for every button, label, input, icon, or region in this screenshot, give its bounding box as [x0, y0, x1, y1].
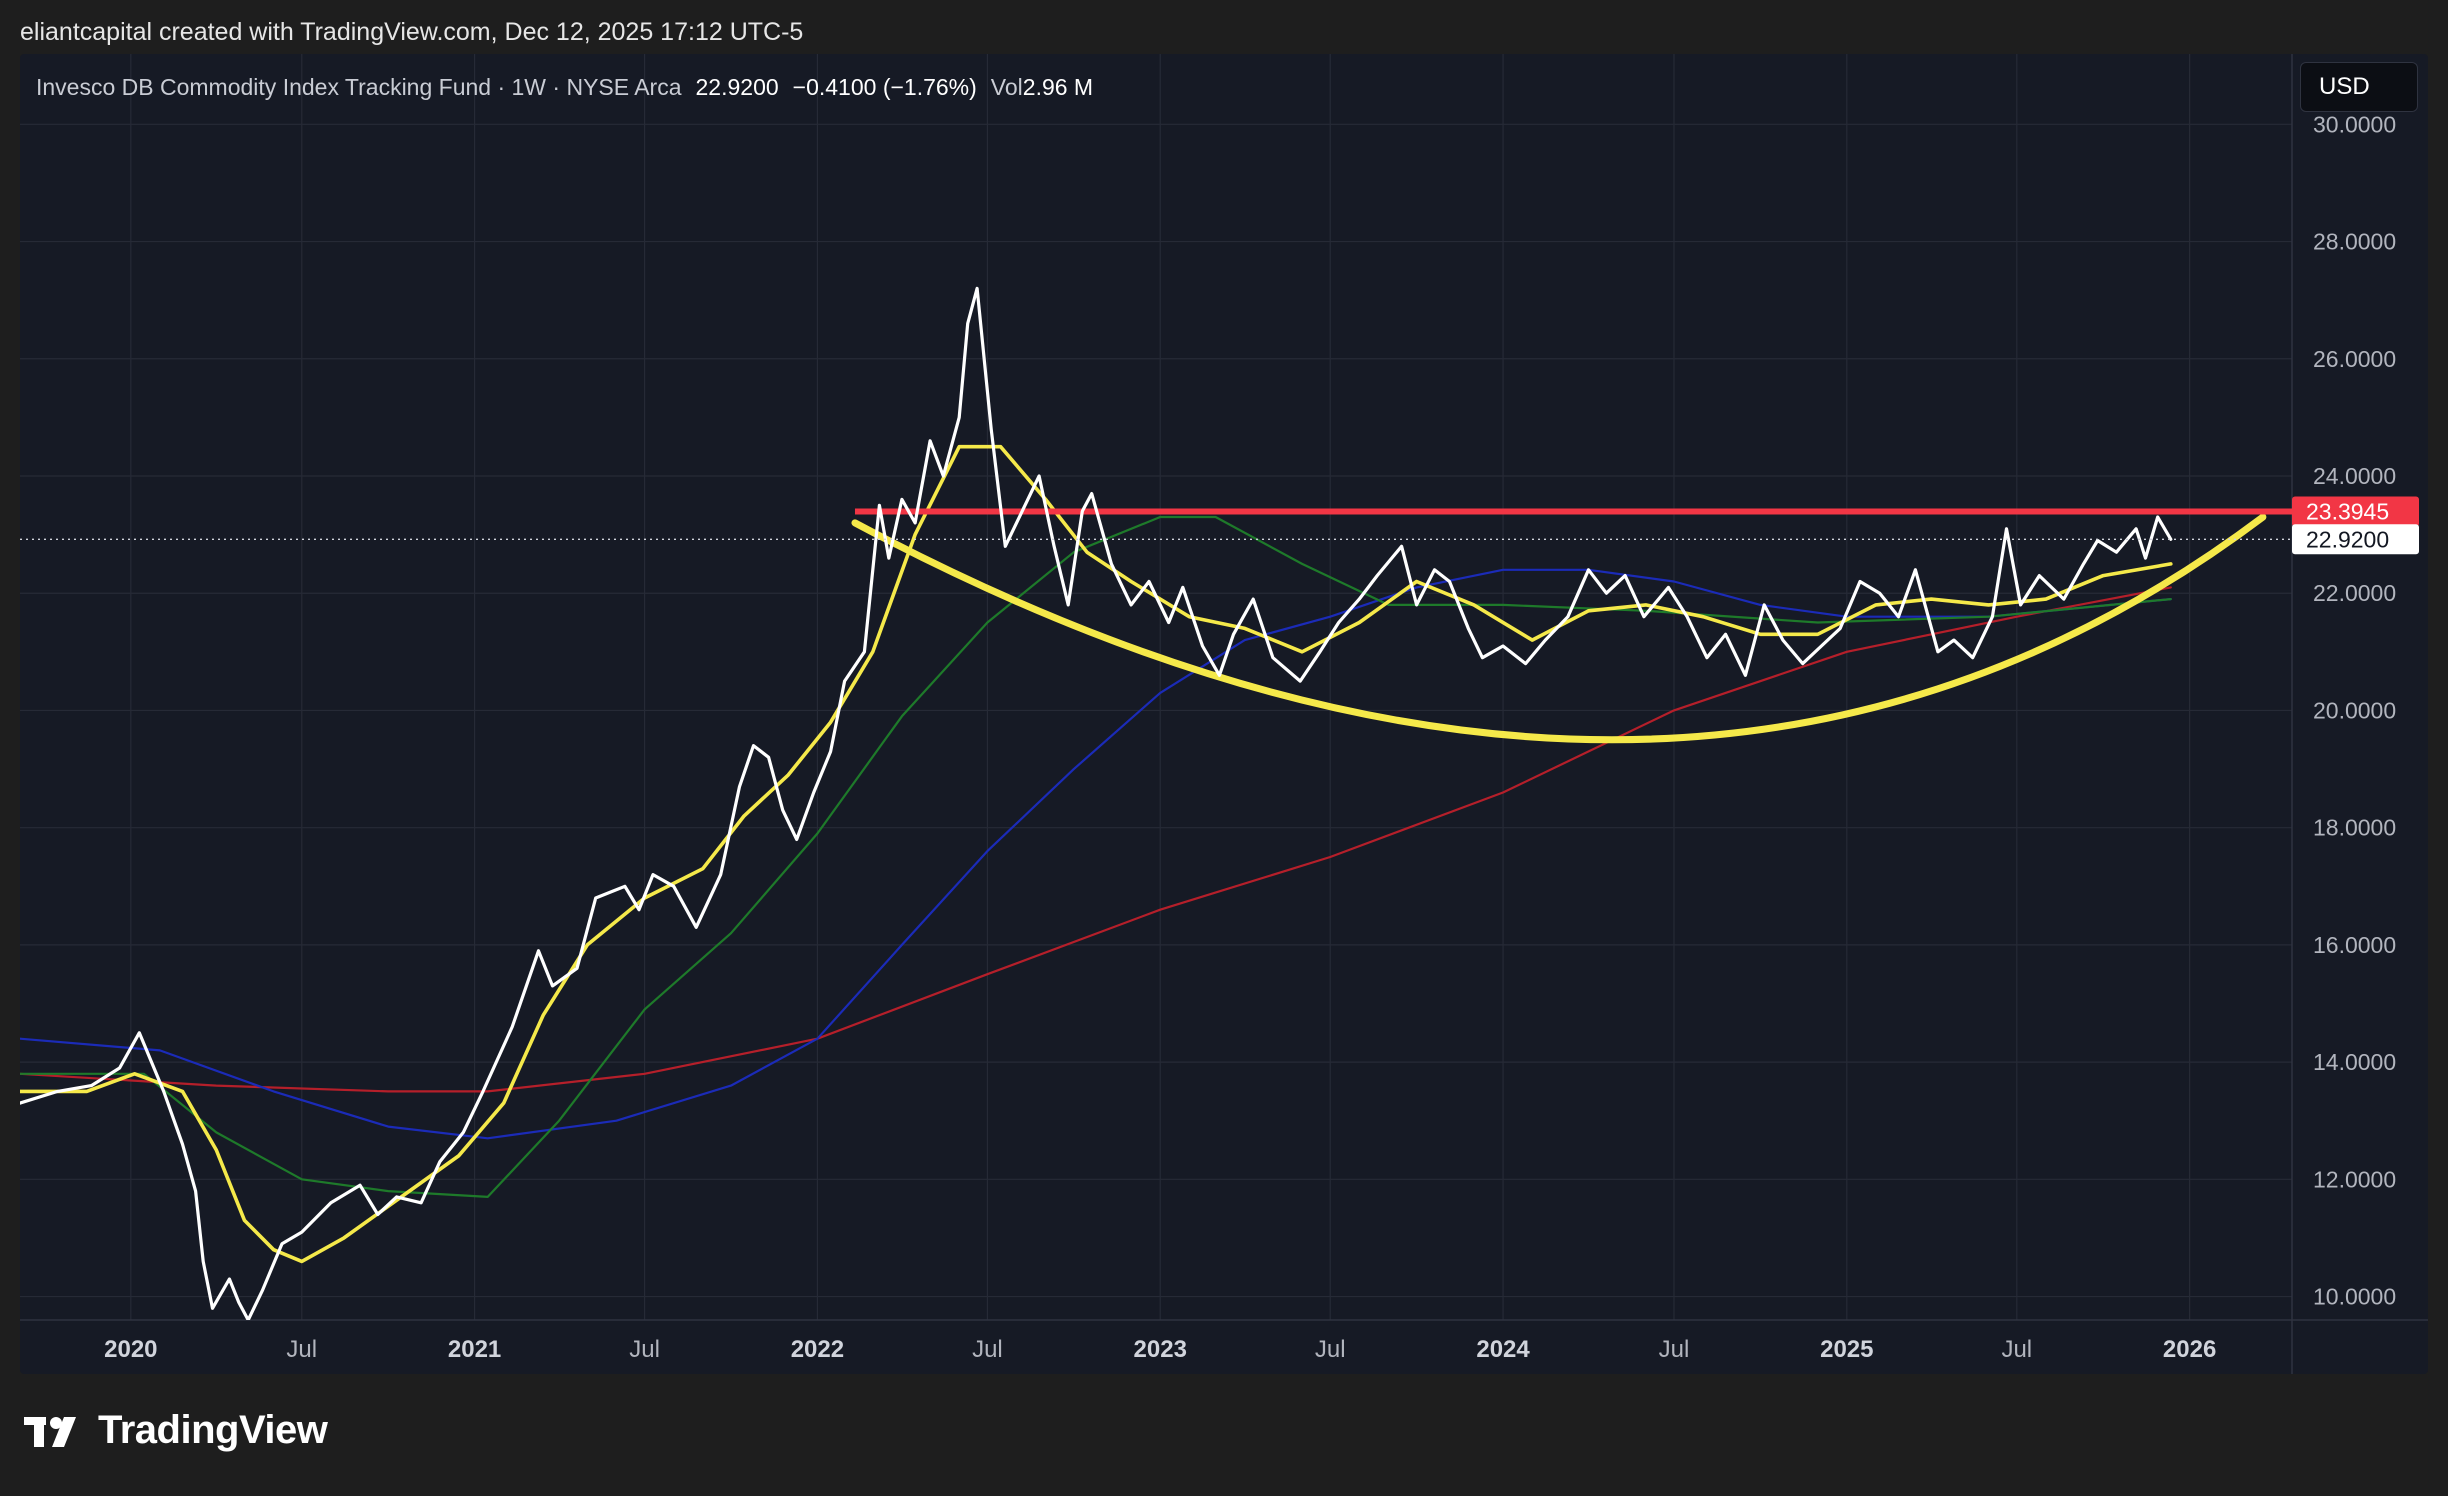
- y-tick-label-4: 18.0000: [2313, 815, 2396, 841]
- x-tick-label-9: Jul: [1659, 1336, 1690, 1363]
- y-tick-label-1: 12.0000: [2313, 1166, 2396, 1192]
- x-tick-label-8: 2024: [1476, 1336, 1530, 1363]
- series-line-ma-slow: [20, 568, 2172, 1140]
- volume-readout: Vol2.96 M: [991, 74, 1093, 100]
- y-tick-label-7: 24.0000: [2313, 463, 2396, 489]
- rounding-bottom-arc: [851, 513, 2267, 744]
- currency-button[interactable]: USD: [2300, 62, 2418, 112]
- x-tick-label-3: Jul: [629, 1336, 660, 1363]
- x-tick-label-5: Jul: [972, 1336, 1003, 1363]
- y-tick-label-3: 16.0000: [2313, 932, 2396, 958]
- x-tick-label-12: 2026: [2163, 1336, 2216, 1363]
- symbol-legend: Invesco DB Commodity Index Tracking Fund…: [36, 74, 1093, 101]
- series-line-ma-long: [20, 586, 2172, 1093]
- resistance-price-tag-bg: [2292, 496, 2419, 527]
- x-tick-label-6: 2023: [1134, 1336, 1187, 1363]
- x-tick-label-11: Jul: [2001, 1336, 2032, 1363]
- y-tick-label-6: 22.0000: [2313, 580, 2396, 606]
- x-tick-label-2: 2021: [448, 1336, 501, 1363]
- x-tick-label-0: 2020: [104, 1336, 157, 1363]
- y-tick-label-8: 26.0000: [2313, 346, 2396, 372]
- volume-label: Vol: [990, 74, 1023, 100]
- last-price: 22.9200: [695, 74, 779, 100]
- volume-value: 2.96 M: [1022, 74, 1094, 100]
- y-tick-label-0: 10.0000: [2313, 1284, 2396, 1310]
- x-tick-label-1: Jul: [286, 1336, 317, 1363]
- y-tick-label-9: 28.0000: [2313, 229, 2396, 255]
- last-price-tag-bg: [2292, 524, 2419, 555]
- series-line-ma-mid: [20, 515, 2172, 1198]
- y-tick-label-2: 14.0000: [2313, 1049, 2396, 1075]
- x-tick-label-4: 2022: [791, 1336, 844, 1363]
- tradingview-mark-icon: [24, 1416, 76, 1447]
- chart-caption: eliantcapital created with TradingView.c…: [20, 18, 804, 46]
- brand-name: TradingView: [98, 1408, 328, 1452]
- chart-panel[interactable]: [20, 54, 2428, 1374]
- series-line-price: [20, 286, 2173, 1320]
- price-change: −0.4100 (−1.76%): [792, 74, 977, 100]
- last-price-tag: 22.9200: [2306, 526, 2389, 552]
- y-tick-label-5: 20.0000: [2313, 697, 2396, 723]
- x-tick-label-7: Jul: [1315, 1336, 1346, 1363]
- resistance-price-tag: 23.3945: [2306, 498, 2389, 524]
- x-tick-label-10: 2025: [1820, 1336, 1873, 1363]
- symbol-description: Invesco DB Commodity Index Tracking Fund…: [36, 74, 682, 100]
- series-line-ma-fast: [20, 444, 2173, 1264]
- tradingview-logo[interactable]: TradingView: [24, 1408, 328, 1453]
- y-tick-label-10: 30.0000: [2313, 111, 2396, 137]
